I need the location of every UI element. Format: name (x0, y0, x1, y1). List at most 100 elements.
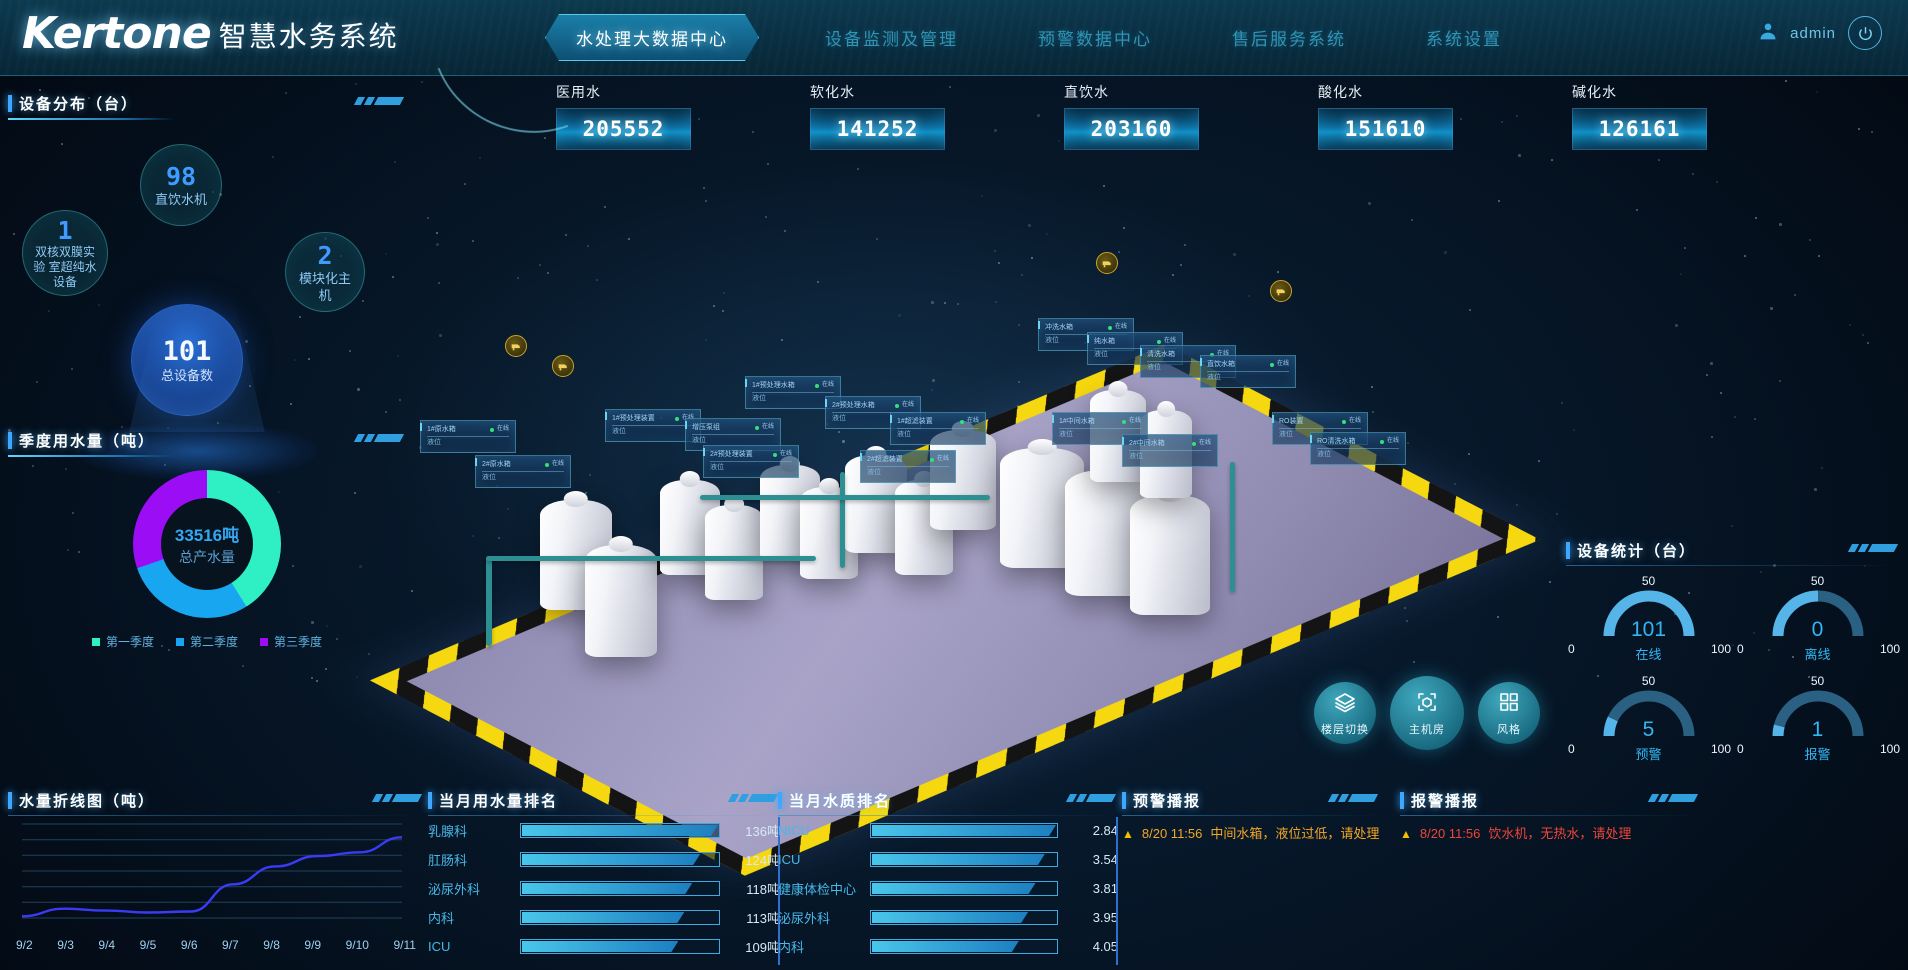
rank-row[interactable]: 泌尿外科 3.95 (778, 903, 1118, 932)
rank-row[interactable]: 肛肠科 124吨 (428, 845, 780, 874)
hotspot-2#中间水箱[interactable]: 2#中间水箱 在线 液位 (1122, 434, 1218, 467)
logo-mark: Kertone (22, 8, 211, 59)
header-stripe-decoration (1650, 794, 1696, 802)
gauge-报警[interactable]: 50 0 100 1 报警 (1735, 674, 1900, 770)
line-chart-plot[interactable] (8, 816, 424, 936)
panel-underline (1566, 565, 1900, 566)
kpi-value: 205552 (583, 117, 665, 141)
kpi-value-box: 126161 (1572, 108, 1707, 150)
camera-icon[interactable] (505, 335, 527, 357)
gauge-在线[interactable]: 50 0 100 101 在线 (1566, 574, 1731, 670)
rank-row[interactable]: ICU 3.54 (778, 845, 1118, 874)
header-accent-bar (8, 95, 12, 112)
tank-cap (680, 471, 700, 487)
fab-主机房[interactable]: 主机房 (1390, 676, 1464, 750)
nav-item-0[interactable]: 水处理大数据中心 (545, 14, 759, 61)
gauge-value: 101 (1631, 618, 1666, 642)
gauge-tick-mid: 50 (1642, 674, 1655, 688)
kpi-value-box: 203160 (1064, 108, 1199, 150)
camera-icon[interactable] (552, 355, 574, 377)
pipe (1230, 462, 1235, 592)
donut-legend[interactable]: 第一季度 第二季度 第三季度 (8, 633, 406, 650)
hotspot-2#预处理装置[interactable]: 2#预处理装置 在线 液位 (703, 445, 799, 478)
gauge-value: 0 (1812, 618, 1824, 642)
hotspot-title: 直饮水箱 在线 (1207, 359, 1289, 372)
gauge-tick-min: 0 (1568, 742, 1575, 756)
water-tank[interactable] (585, 545, 657, 657)
rank-name: ICU (428, 939, 512, 954)
hotspot-sub: 液位 (1094, 351, 1108, 358)
rank-row[interactable]: 泌尿外科 118吨 (428, 874, 780, 903)
header-stripe-decoration (374, 794, 420, 802)
hotspot-1#原水箱[interactable]: 1#原水箱 在线 液位 (420, 420, 516, 453)
rank-value: 3.81 (1066, 881, 1118, 896)
rank-row[interactable]: 乳腺科 136吨 (428, 816, 780, 845)
tank-cap (564, 491, 588, 507)
hotspot-2#超滤装置[interactable]: 2#超滤装置 在线 液位 (860, 450, 956, 483)
rank-list: 乳腺科 136吨 肛肠科 124吨 泌尿外科 118吨 内科 (428, 816, 780, 961)
x-tick-0: 9/2 (16, 938, 33, 952)
rank-row[interactable]: 内科 4.05 (778, 932, 1118, 961)
donut-total-value: 33516吨 (175, 521, 239, 546)
kpi-card-软化水[interactable]: 软化水 141252 (810, 82, 945, 150)
hotspot-title: 2#中间水箱 在线 (1129, 438, 1211, 451)
scene-action-buttons[interactable]: 楼层切换 主机房 风格 (1314, 682, 1540, 750)
rank-row[interactable]: 健康体检中心 3.81 (778, 874, 1118, 903)
status-dot (1108, 326, 1112, 330)
rank-bar-fill (872, 912, 1028, 923)
header-accent-bar (8, 432, 12, 449)
fab-风格[interactable]: 风格 (1478, 682, 1540, 744)
power-icon[interactable] (1848, 16, 1882, 50)
x-tick-6: 9/8 (263, 938, 280, 952)
header-stripe-decoration (356, 434, 402, 442)
fab-楼层切换[interactable]: 楼层切换 (1314, 682, 1376, 744)
nav-item-1[interactable]: 设备监测及管理 (811, 15, 972, 60)
kpi-card-直饮水[interactable]: 直饮水 203160 (1064, 82, 1199, 150)
panel-alarm-broadcast: 报警播报 ▲ 8/20 11:56 饮水机，无热水，请处理 (1400, 785, 1700, 970)
nav-item-2[interactable]: 预警数据中心 (1024, 15, 1166, 60)
hotspot-1#超滤装置[interactable]: 1#超滤装置 在线 液位 (890, 412, 986, 445)
alarm-message-row[interactable]: ▲ 8/20 11:56 饮水机，无热水，请处理 (1400, 825, 1700, 843)
rank-value: 3.95 (1066, 910, 1118, 925)
gauge-预警[interactable]: 50 0 100 5 预警 (1566, 674, 1731, 770)
layers-icon (1333, 690, 1357, 719)
donut-chart[interactable]: 33516吨 总产水量 (8, 459, 406, 629)
kpi-card-碱化水[interactable]: 碱化水 126161 (1572, 82, 1707, 150)
gauge-离线[interactable]: 50 0 100 0 离线 (1735, 574, 1900, 670)
rank-name: ICU (778, 852, 862, 867)
header-accent-bar (8, 792, 12, 809)
gauge-grid: 50 0 100 101 在线 50 0 100 0 离线 50 0 (1566, 574, 1900, 770)
status-dot (490, 428, 494, 432)
rank-row[interactable]: 内科 113吨 (428, 903, 780, 932)
main-nav[interactable]: 水处理大数据中心 设备监测及管理 预警数据中心 售后服务系统 系统设置 (545, 14, 1516, 61)
gauge-label: 预警 (1635, 744, 1661, 763)
hotspot-2#原水箱[interactable]: 2#原水箱 在线 液位 (475, 455, 571, 488)
bubble-直饮水机[interactable]: 98 直饮水机 (140, 144, 222, 226)
gauge-tick-min: 0 (1737, 742, 1744, 756)
legend-item-第三季度[interactable]: 第三季度 (260, 633, 322, 650)
panel-underline (8, 455, 175, 457)
camera-icon[interactable] (1270, 280, 1292, 302)
nav-item-4[interactable]: 系统设置 (1412, 15, 1516, 60)
rank-row[interactable]: ICU 109吨 (428, 932, 780, 961)
rank-row[interactable]: NICU 2.84 (778, 816, 1118, 845)
bubble-模块化主机[interactable]: 2 模块化主机 (285, 232, 365, 312)
kpi-card-酸化水[interactable]: 酸化水 151610 (1318, 82, 1453, 150)
water-tank[interactable] (705, 505, 763, 600)
hotspot-status: 在线 (552, 459, 564, 470)
legend-item-第一季度[interactable]: 第一季度 (92, 633, 154, 650)
hotspot-直饮水箱[interactable]: 直饮水箱 在线 液位 (1200, 355, 1296, 388)
bubble-超纯水设备[interactable]: 1 双核双膜实验 室超纯水设备 (22, 210, 108, 296)
rank-bar-fill (872, 854, 1045, 865)
warning-time: 8/20 11:56 (1142, 825, 1202, 843)
nav-item-3[interactable]: 售后服务系统 (1218, 15, 1360, 60)
legend-item-第二季度[interactable]: 第二季度 (176, 633, 238, 650)
water-tank[interactable] (1130, 495, 1210, 615)
status-dot (675, 417, 679, 421)
hotspot-title: 2#原水箱 在线 (482, 459, 564, 472)
camera-icon[interactable] (1096, 252, 1118, 274)
warning-message-row[interactable]: ▲ 8/20 11:56 中间水箱，液位过低，请处理 (1122, 825, 1380, 843)
panel-header: 当月用水量排名 (428, 785, 780, 815)
hotspot-RO清洗水箱[interactable]: RO清洗水箱 在线 液位 (1310, 432, 1406, 465)
header-stripe-decoration (1330, 794, 1376, 802)
